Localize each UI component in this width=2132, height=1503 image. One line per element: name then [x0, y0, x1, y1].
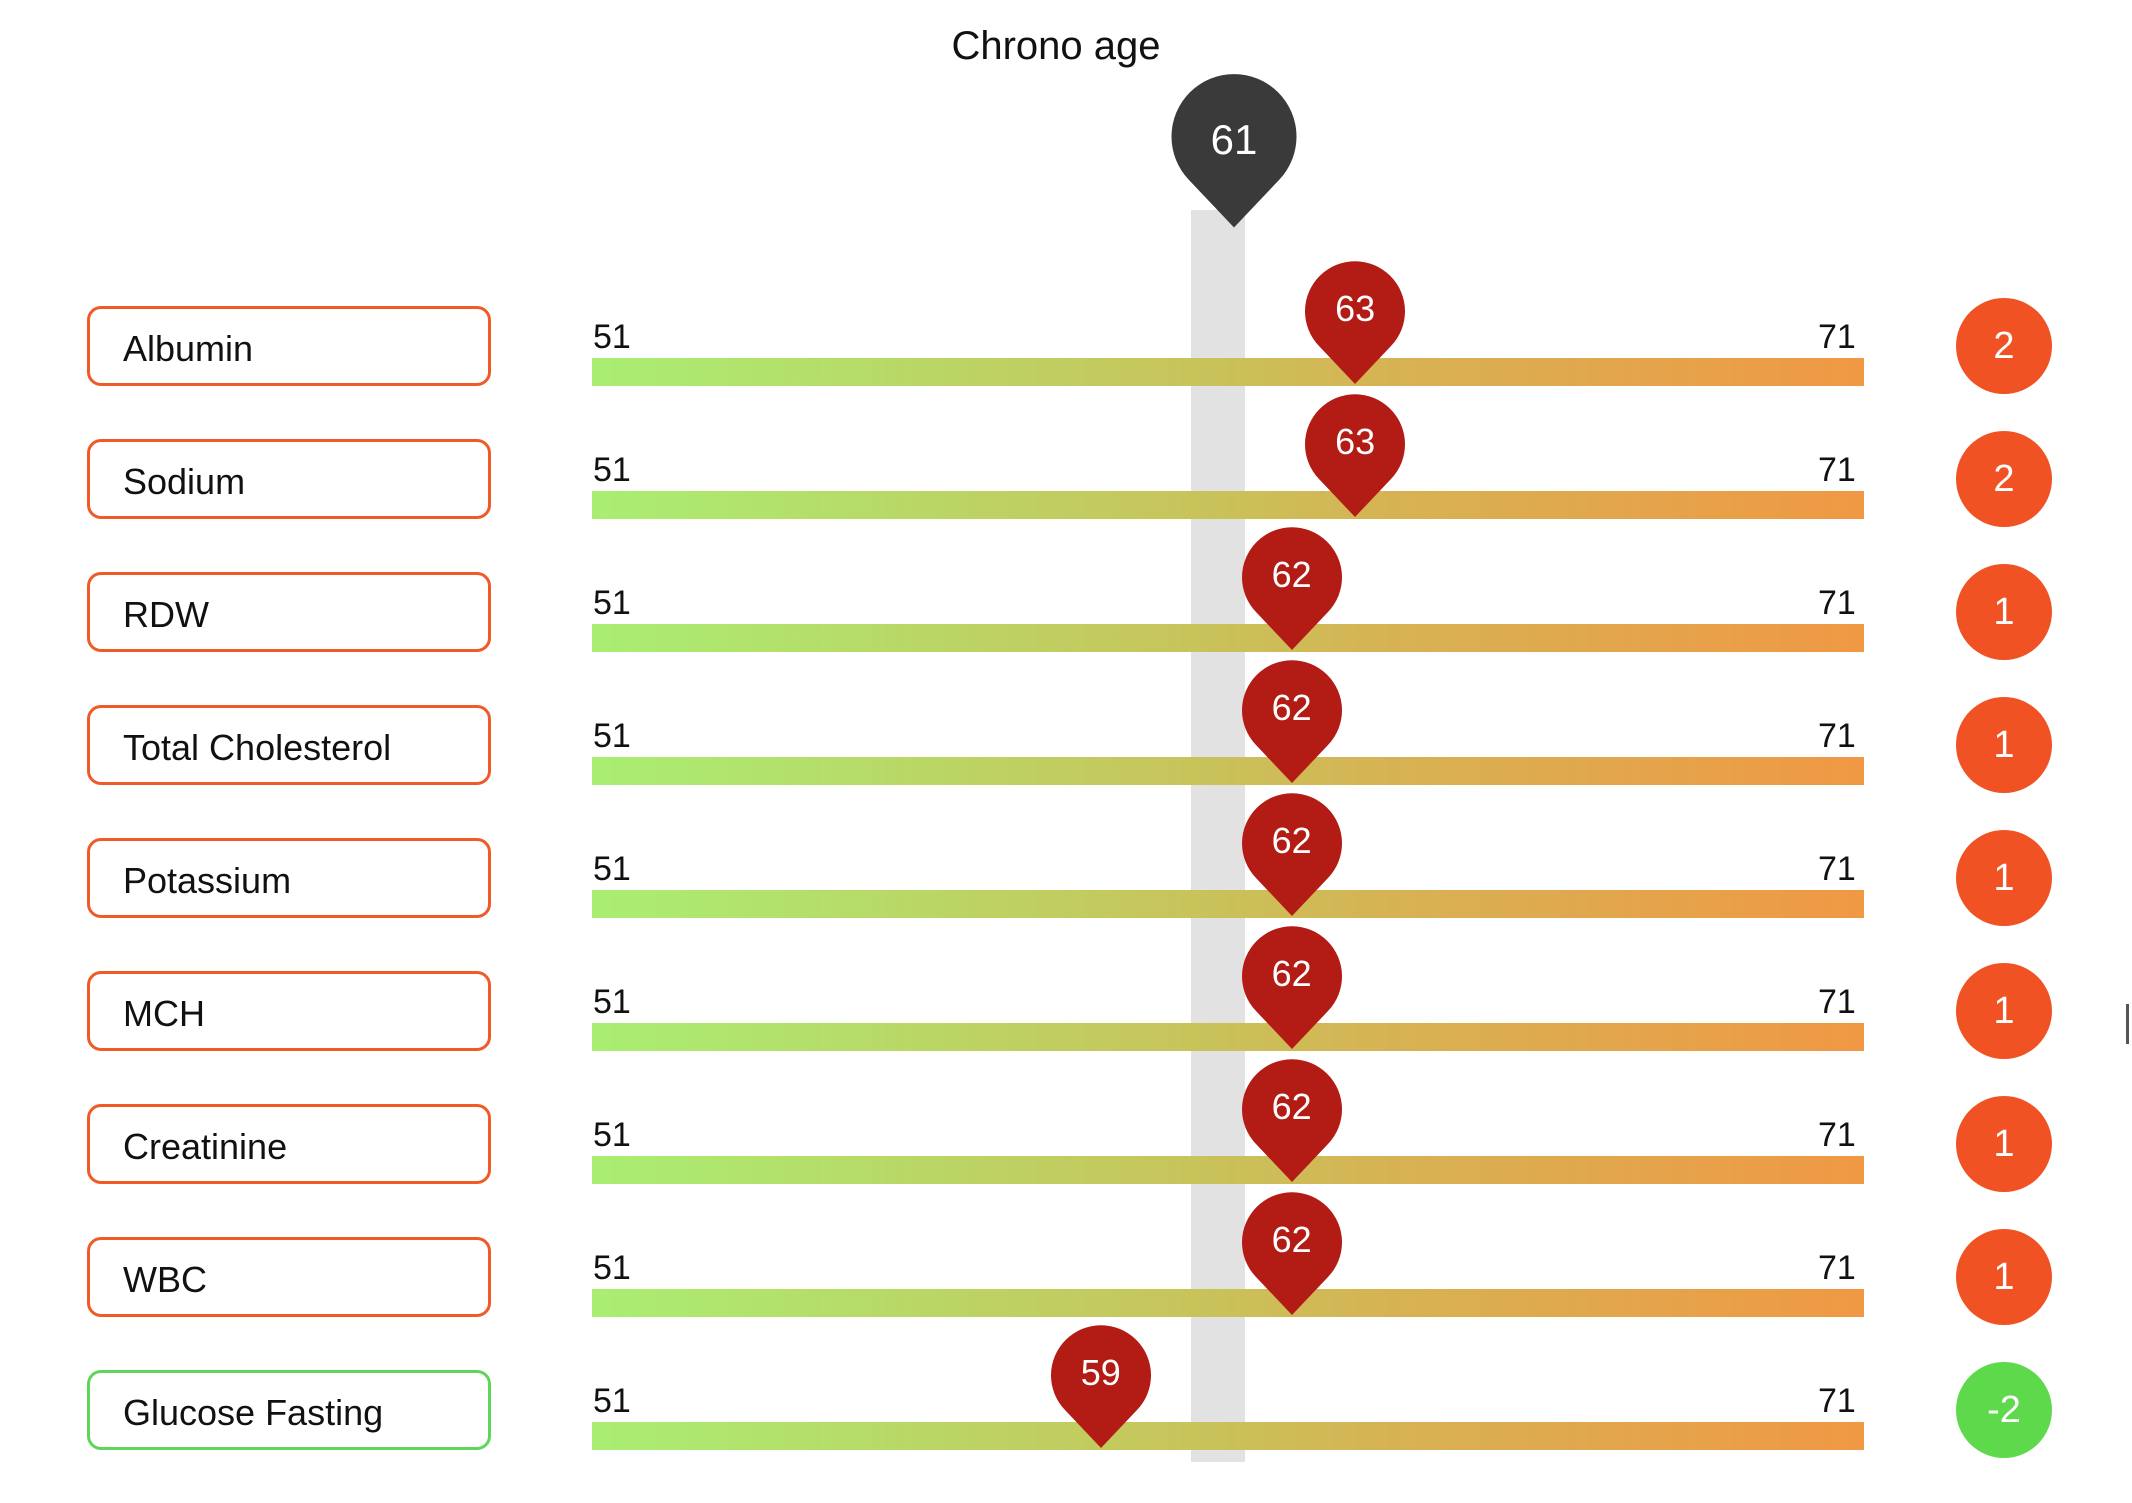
- scale-min-label: 51: [593, 584, 631, 622]
- biomarker-label-glucose-fasting[interactable]: Glucose Fasting: [87, 1370, 491, 1450]
- biomarker-name: Sodium: [123, 461, 246, 502]
- age-delta-badge: 1: [1956, 564, 2052, 660]
- biomarker-age-marker: 62: [1241, 660, 1342, 785]
- scale-max-label: 71: [1818, 1249, 1856, 1287]
- marker-pin-shape: [1050, 1325, 1151, 1448]
- age-delta-badge: 2: [1956, 431, 2052, 527]
- scale-min-label: 51: [593, 318, 631, 356]
- biomarker-age-marker: 63: [1305, 394, 1406, 519]
- biomarker-age-chart: Chrono age 61 Albumin 51 71 63 2 Sodium 51 71 63…: [0, 24, 2132, 1462]
- biomarker-row-wbc: WBC 51 71 62 1: [0, 1192, 2132, 1370]
- marker-pin-shape: [1241, 793, 1342, 916]
- scale-min-label: 51: [593, 717, 631, 755]
- biomarker-age-marker: 62: [1241, 1192, 1342, 1317]
- biomarker-age-value: 62: [1271, 1086, 1312, 1127]
- biomarker-age-marker: 62: [1241, 1059, 1342, 1184]
- biomarker-label-albumin[interactable]: Albumin: [87, 306, 491, 386]
- biomarker-row-albumin: Albumin 51 71 63 2: [0, 261, 2132, 439]
- age-scale-bar: [592, 1289, 1864, 1317]
- chrono-age-marker: 61: [1171, 74, 1297, 230]
- age-scale-bar: [592, 624, 1864, 652]
- scale-min-label: 51: [593, 1116, 631, 1154]
- biomarker-name: Potassium: [123, 860, 292, 901]
- biomarker-row-total-cholesterol: Total Cholesterol 51 71 62 1: [0, 660, 2132, 838]
- marker-pin-shape: [1305, 394, 1406, 517]
- age-scale-bar: [592, 491, 1864, 519]
- biomarker-age-marker: 62: [1241, 926, 1342, 1051]
- scale-max-label: 71: [1818, 584, 1856, 622]
- biomarker-age-marker: 62: [1241, 793, 1342, 918]
- edge-divider: [2126, 1004, 2129, 1044]
- scale-min-label: 51: [593, 983, 631, 1021]
- biomarker-row-potassium: Potassium 51 71 62 1: [0, 793, 2132, 971]
- age-scale-bar: [592, 1156, 1864, 1184]
- scale-max-label: 71: [1818, 850, 1856, 888]
- marker-pin-shape: [1241, 660, 1342, 783]
- biomarker-age-value: 63: [1335, 288, 1376, 329]
- age-delta-badge: 1: [1956, 830, 2052, 926]
- biomarker-age-value: 59: [1080, 1352, 1121, 1393]
- marker-pin-shape: [1241, 926, 1342, 1049]
- biomarker-age-marker: 63: [1305, 261, 1406, 386]
- biomarker-row-mch: MCH 51 71 62 1: [0, 926, 2132, 1104]
- scale-min-label: 51: [593, 451, 631, 489]
- scale-min-label: 51: [593, 850, 631, 888]
- age-scale-bar: [592, 757, 1864, 785]
- chrono-age-band: [1191, 210, 1245, 1462]
- biomarker-label-potassium[interactable]: Potassium: [87, 838, 491, 918]
- age-delta-badge: 1: [1956, 697, 2052, 793]
- biomarker-name: RDW: [123, 594, 209, 635]
- biomarker-age-value: 62: [1271, 554, 1312, 595]
- biomarker-age-marker: 59: [1050, 1325, 1151, 1450]
- biomarker-name: MCH: [123, 993, 205, 1034]
- biomarker-row-sodium: Sodium 51 71 63 2: [0, 394, 2132, 572]
- age-delta-badge: 1: [1956, 1096, 2052, 1192]
- scale-max-label: 71: [1818, 1382, 1856, 1420]
- biomarker-row-creatinine: Creatinine 51 71 62 1: [0, 1059, 2132, 1237]
- biomarker-name: Glucose Fasting: [123, 1392, 384, 1433]
- scale-min-label: 51: [593, 1249, 631, 1287]
- biomarker-age-value: 62: [1271, 687, 1312, 728]
- biomarker-label-rdw[interactable]: RDW: [87, 572, 491, 652]
- biomarker-name: WBC: [123, 1259, 207, 1300]
- age-delta-badge: 1: [1956, 963, 2052, 1059]
- scale-max-label: 71: [1818, 1116, 1856, 1154]
- scale-max-label: 71: [1818, 983, 1856, 1021]
- scale-max-label: 71: [1818, 717, 1856, 755]
- age-scale-bar: [592, 890, 1864, 918]
- biomarker-age-value: 62: [1271, 953, 1312, 994]
- age-delta-badge: 1: [1956, 1229, 2052, 1325]
- biomarker-age-value: 62: [1271, 820, 1312, 861]
- biomarker-name: Albumin: [123, 328, 254, 369]
- biomarker-label-creatinine[interactable]: Creatinine: [87, 1104, 491, 1184]
- scale-max-label: 71: [1818, 318, 1856, 356]
- scale-min-label: 51: [593, 1382, 631, 1420]
- marker-pin-shape: [1241, 527, 1342, 650]
- chart-title: Chrono age: [951, 24, 1161, 68]
- marker-pin-shape: [1241, 1192, 1342, 1315]
- marker-pin-shape: [1305, 261, 1406, 384]
- age-delta-badge: -2: [1956, 1362, 2052, 1458]
- chrono-age-value: 61: [1210, 116, 1258, 163]
- age-scale-bar: [592, 1023, 1864, 1051]
- biomarker-label-mch[interactable]: MCH: [87, 971, 491, 1051]
- biomarker-age-value: 62: [1271, 1219, 1312, 1260]
- biomarker-age-marker: 62: [1241, 527, 1342, 652]
- biomarker-age-value: 63: [1335, 421, 1376, 462]
- scale-max-label: 71: [1818, 451, 1856, 489]
- biomarker-row-glucose-fasting: Glucose Fasting 51 71 59 -2: [0, 1325, 2132, 1503]
- marker-pin-shape: [1241, 1059, 1342, 1182]
- biomarker-name: Total Cholesterol: [123, 727, 392, 768]
- biomarker-label-total-cholesterol[interactable]: Total Cholesterol: [87, 705, 491, 785]
- chrono-age-marker-shape: [1171, 74, 1297, 228]
- biomarker-label-wbc[interactable]: WBC: [87, 1237, 491, 1317]
- age-scale-bar: [592, 358, 1864, 386]
- biomarker-name: Creatinine: [123, 1126, 288, 1167]
- biomarker-row-rdw: RDW 51 71 62 1: [0, 527, 2132, 705]
- biomarker-label-sodium[interactable]: Sodium: [87, 439, 491, 519]
- age-scale-bar: [592, 1422, 1864, 1450]
- age-delta-badge: 2: [1956, 298, 2052, 394]
